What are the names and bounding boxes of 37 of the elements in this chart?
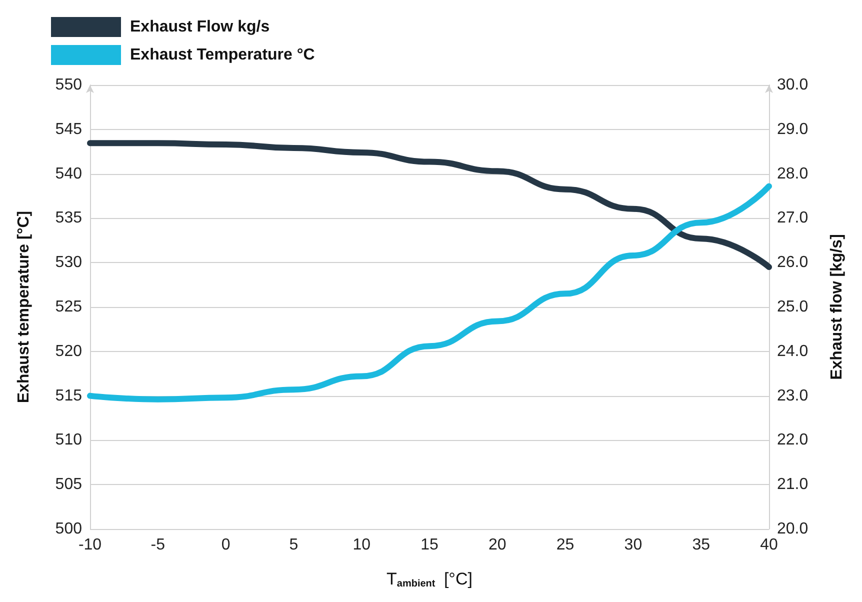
y-axis-title: Exhaust temperature [°C] (16, 210, 32, 404)
x-tick-label: 40 (760, 536, 778, 554)
y2-tick-label: 21.0 (777, 476, 808, 494)
y-tick-label: 520 (55, 342, 82, 360)
x-tick-label: 0 (221, 536, 230, 554)
y2-tick-label: 24.0 (777, 342, 808, 360)
y2-tick-label: 22.0 (777, 432, 808, 449)
x-tick-label: -5 (150, 536, 166, 554)
x-tick-label: 30 (624, 536, 642, 554)
x-tick-label: 5 (289, 536, 298, 554)
y-tick-label: 530 (55, 254, 82, 272)
x-tick-label: 15 (420, 536, 438, 554)
x-tick-label: 10 (352, 536, 371, 554)
y-tick-label: 500 (55, 520, 82, 538)
x-tick-label: -10 (78, 536, 102, 554)
y-tick-label: 505 (55, 476, 82, 494)
y-tick-label: 545 (55, 120, 82, 138)
y2-tick-label: 25.0 (777, 298, 808, 316)
x-tick-label: 20 (488, 536, 506, 554)
y-tick-label: 510 (55, 432, 82, 449)
y2-tick-label: 23.0 (777, 387, 808, 404)
y-tick-label: 540 (55, 165, 82, 182)
legend-label: Exhaust Flow kg/s (130, 18, 270, 36)
y2-tick-label: 28.0 (777, 165, 808, 182)
y2-tick-label: 27.0 (777, 210, 808, 227)
y-tick-label: 550 (55, 76, 82, 94)
y-tick-label: 515 (55, 387, 82, 404)
y2-tick-label: 29.0 (777, 120, 808, 138)
y2-tick-label: 30.0 (777, 76, 808, 94)
y-tick-label: 525 (55, 298, 82, 316)
y2-axis-title: Exhaust flow [kg/s] (828, 234, 846, 380)
x-tick-label: 35 (692, 536, 710, 554)
legend-label: Exhaust Temperature °C (130, 46, 316, 64)
y2-tick-label: 20.0 (777, 520, 808, 538)
x-tick-label: 25 (556, 536, 574, 554)
y2-tick-label: 26.0 (777, 254, 808, 272)
y-tick-label: 535 (55, 210, 82, 227)
